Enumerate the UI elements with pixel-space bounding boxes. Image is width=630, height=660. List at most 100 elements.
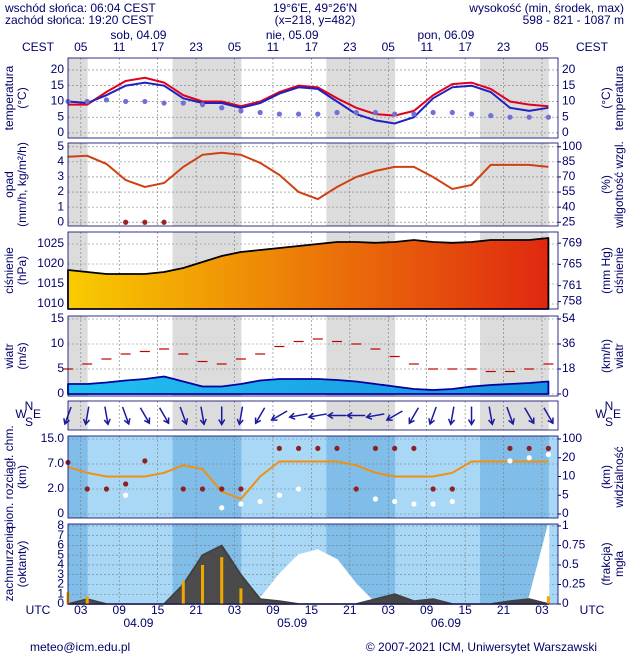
series-dot <box>430 501 436 507</box>
night-band <box>68 58 88 138</box>
wind-arrow <box>139 407 151 425</box>
y-axis-label: (mm/h, kg/m²/h) <box>15 142 29 227</box>
y2-tick-label: 0.5 <box>562 557 579 571</box>
series-dot <box>123 481 129 487</box>
y-tick-label: 4 <box>57 557 64 571</box>
bottom-tick-label: 15 <box>305 603 319 617</box>
y2-axis-label: temperatura <box>612 65 626 130</box>
y-tick-label: 2.0 <box>47 481 64 495</box>
wind-arrow <box>199 406 207 426</box>
y-tick-label: 7 <box>57 528 64 542</box>
wind-arrow <box>365 412 385 420</box>
y2-tick-label: 20 <box>562 450 576 464</box>
wind-arrow <box>270 410 288 421</box>
y2-tick-label: 5 <box>562 109 569 123</box>
series-dot <box>334 445 340 451</box>
series-dot <box>295 445 302 451</box>
y-tick-label: 15 <box>51 311 65 325</box>
series-dot <box>276 492 282 498</box>
series-dot <box>238 501 244 507</box>
y2-tick-label: 0.75 <box>562 538 586 552</box>
panel-background <box>68 143 558 226</box>
y-tick-label: 1025 <box>37 236 64 250</box>
y-tick-label: 1015 <box>37 276 64 290</box>
series-dot <box>372 445 379 451</box>
series-line <box>67 81 549 125</box>
series-dot <box>238 108 244 114</box>
y2-tick-label: 10 <box>562 94 576 108</box>
series-dot <box>257 498 263 505</box>
wind-arrow <box>82 406 91 426</box>
wind-arrow <box>467 406 476 426</box>
series-bar <box>181 580 185 604</box>
series-bar <box>239 588 243 604</box>
y2-tick-label: 0 <box>562 386 569 400</box>
top-tick-label: 11 <box>420 40 433 54</box>
top-tick-label: 11 <box>267 40 280 54</box>
footer-email: meteo@icm.edu.pl <box>30 640 130 654</box>
series-dot <box>468 111 475 117</box>
series-dot <box>276 111 282 117</box>
panel-border <box>67 400 559 431</box>
wind-arrow <box>254 407 266 425</box>
wind-arrow <box>326 411 347 420</box>
series-dot <box>295 111 302 117</box>
y2-tick-label: 5 <box>562 487 569 501</box>
series-dot <box>545 445 551 451</box>
y2-tick-label: 769 <box>562 235 582 249</box>
y2-axis-label: (km/h) <box>599 339 613 373</box>
elevation-title: wysokość (min, środek, max) <box>468 1 624 15</box>
bottom-date: 06.09 <box>431 616 461 630</box>
y-tick-label: 0 <box>57 506 64 520</box>
compass-s: S <box>25 415 33 429</box>
series-dot <box>449 498 455 505</box>
night-band <box>480 436 549 518</box>
y-tick-label: 0 <box>57 125 64 139</box>
y-tick-label: 3 <box>57 567 64 581</box>
y-tick-label: 0 <box>57 214 64 228</box>
series-line <box>67 151 549 201</box>
series-dot <box>238 486 244 492</box>
y2-axis-label: (frakcja) <box>599 542 613 585</box>
y2-tick-label: 765 <box>562 257 582 271</box>
night-band <box>480 58 549 138</box>
series-dot <box>180 100 186 106</box>
compass-w: W <box>15 407 27 421</box>
bottom-tick-label: 21 <box>189 603 203 617</box>
y-tick-label: 4 <box>57 154 64 168</box>
night-band <box>172 143 242 226</box>
panel-border <box>67 315 559 397</box>
series-dot <box>142 219 148 225</box>
series-dot <box>84 98 90 105</box>
series-dot <box>161 219 167 225</box>
series-dot <box>430 486 436 492</box>
y-tick-label: 15 <box>51 78 65 92</box>
night-band <box>172 436 242 518</box>
compass-n: N <box>605 399 614 413</box>
series-dot <box>392 111 398 117</box>
y2-axis-label: ciśnienie <box>612 247 626 294</box>
y-axis-label: (oktanty) <box>15 541 29 588</box>
night-band <box>480 143 549 226</box>
y-axis-label: (°C) <box>15 87 29 108</box>
bottom-date: 05.09 <box>277 616 307 630</box>
series-dot <box>315 445 321 451</box>
y2-tick-label: 40 <box>562 199 576 213</box>
compass-e: E <box>33 407 41 421</box>
top-zone: CEST <box>22 40 55 54</box>
series-dot <box>276 445 282 451</box>
bottom-zone: UTC <box>580 603 605 617</box>
y-axis-label: ciśnienie <box>2 247 16 294</box>
panel-background <box>68 436 558 518</box>
series-dot <box>257 109 263 116</box>
night-band <box>68 143 88 226</box>
y2-tick-label: 70 <box>562 169 576 183</box>
series-dot <box>372 109 379 116</box>
wind-arrow <box>408 407 420 425</box>
y-axis-label: pion. rozciągł. chm. <box>2 425 16 528</box>
panel-border <box>67 435 559 519</box>
top-tick-label: 05 <box>382 40 396 54</box>
y2-tick-label: 100 <box>562 431 582 445</box>
y-tick-label: 1 <box>57 199 64 213</box>
